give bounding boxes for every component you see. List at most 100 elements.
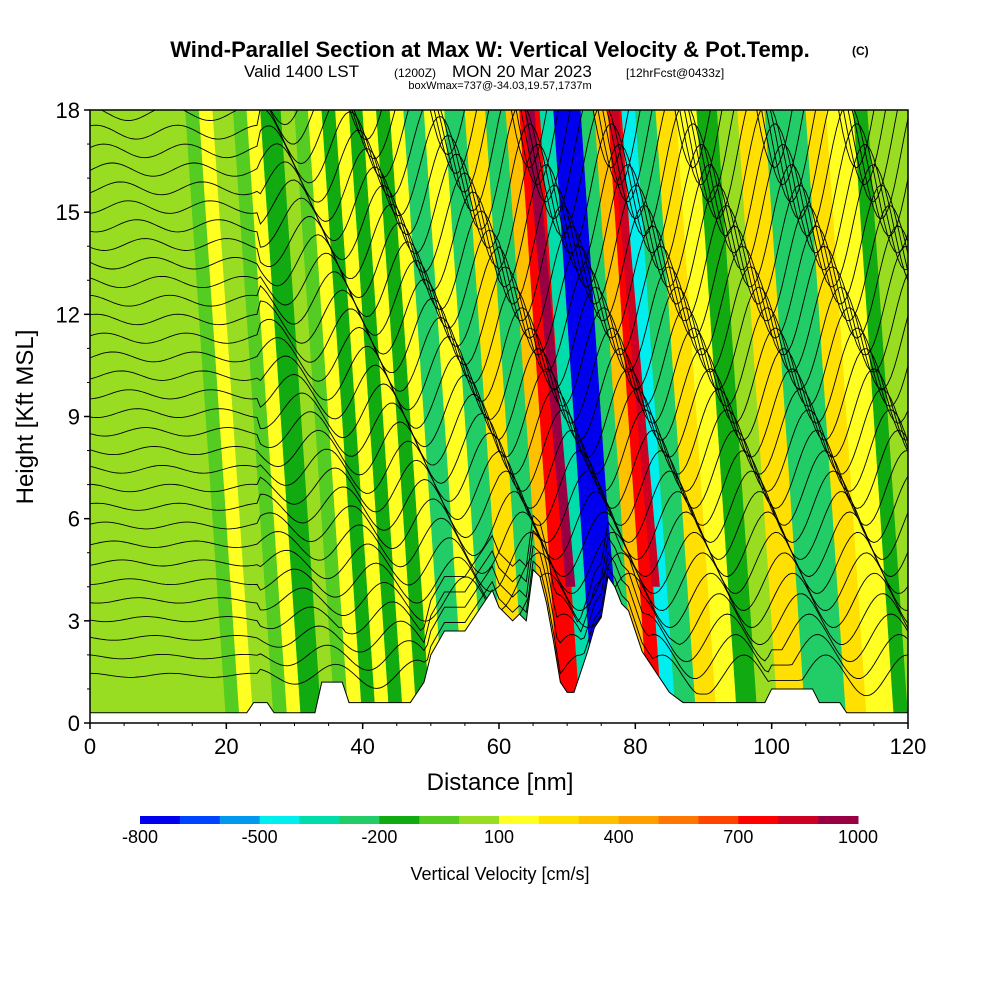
y-tick-label: 15	[56, 200, 80, 225]
colorbar-swatch	[578, 816, 620, 824]
terrain	[90, 568, 908, 723]
isentrope-26	[90, 123, 908, 254]
x-tick-label: 120	[890, 734, 927, 759]
colorbar-swatch	[379, 816, 420, 824]
colorbar-tick-label: -800	[122, 827, 158, 847]
colorbar-tick-label: 100	[484, 827, 514, 847]
subtitle-forecast: [12hrFcst@0433z]	[626, 66, 724, 80]
isentrope-1	[90, 544, 908, 680]
colorbar-swatch	[419, 816, 460, 824]
isentrope-15	[90, 348, 908, 441]
isentrope-14	[90, 368, 908, 458]
velocity-cell-10	[294, 110, 350, 723]
y-axis: 0 3 6 9 12 15 18	[56, 98, 90, 736]
x-tick-label: 0	[84, 734, 96, 759]
velocity-cell-41	[853, 110, 908, 723]
colorbar-tick-label: 400	[604, 827, 634, 847]
x-tick-label: 40	[350, 734, 374, 759]
chart-title-group: Wind-Parallel Section at Max W: Vertical…	[170, 37, 868, 92]
colorbar-swatch	[618, 816, 660, 824]
isentrope-21	[90, 225, 908, 339]
velocity-cell-12	[321, 110, 377, 723]
y-tick-label: 9	[68, 405, 80, 430]
y-tick-label: 18	[56, 98, 80, 123]
colorbar-tick-label: 1000	[838, 827, 878, 847]
colorbar-swatch	[339, 816, 380, 824]
velocity-cell-29	[607, 110, 663, 723]
isentrope-29	[90, 110, 898, 203]
velocity-cell-2	[117, 110, 227, 723]
colorbar-swatch	[778, 816, 819, 824]
chart-title: Wind-Parallel Section at Max W: Vertical…	[170, 37, 810, 62]
isentrope-0	[90, 560, 908, 697]
velocity-cell-5	[212, 110, 275, 723]
colorbar-swatch	[179, 816, 221, 824]
colorbar-swatch	[219, 816, 261, 824]
y-tick-label: 3	[68, 609, 80, 634]
colorbar-swatch	[818, 816, 859, 824]
velocity-cell-0	[90, 110, 145, 723]
colorbar-tick-label: -500	[242, 827, 278, 847]
x-tick-label: 100	[753, 734, 790, 759]
velocity-cell-13	[335, 110, 391, 723]
plot-area	[90, 110, 908, 723]
colorbar-swatch	[299, 816, 340, 824]
y-tick-label: 0	[68, 711, 80, 736]
isentrope-28	[90, 110, 908, 220]
velocity-cell-36	[737, 110, 807, 723]
subtitle-valid: Valid 1400 LST	[244, 62, 359, 81]
x-tick-label: 20	[214, 734, 238, 759]
x-tick-label: 80	[623, 734, 647, 759]
colorbar-label: Vertical Velocity [cm/s]	[410, 864, 589, 884]
isentrope-6	[90, 531, 908, 594]
isentrope-23	[90, 184, 908, 305]
colorbar-swatch	[698, 816, 739, 824]
velocity-cell-17	[389, 110, 445, 723]
isentrope-22	[90, 205, 908, 322]
isentrope-16	[90, 327, 908, 424]
chart-title-suffix: (C)	[852, 44, 869, 58]
y-tick-label: 12	[56, 302, 80, 327]
colorbar	[140, 816, 859, 824]
y-tick-label: 6	[68, 507, 80, 532]
isentrope-8	[90, 491, 908, 560]
velocity-cell-15	[362, 110, 418, 723]
y-axis-label: Height [Kft MSL]	[12, 330, 39, 505]
velocity-cell-6	[232, 110, 288, 723]
subtitle-date: MON 20 Mar 2023	[452, 62, 592, 81]
velocity-cell-7	[246, 110, 302, 723]
velocity-cell-27	[580, 110, 636, 723]
subtitle-boxwmax: boxWmax=737@-34.03,19.57,1737m	[408, 80, 591, 92]
colorbar-swatch	[658, 816, 699, 824]
velocity-core-1	[610, 110, 660, 587]
colorbar-swatch	[259, 816, 301, 824]
isentrope-30	[90, 110, 887, 186]
isentrope-13	[90, 389, 908, 475]
colorbar-swatch	[140, 816, 181, 824]
colorbar-swatch	[499, 816, 540, 824]
isentrope-7	[90, 511, 908, 578]
colorbar-tick-label: -200	[361, 827, 397, 847]
velocity-cell-1	[103, 110, 159, 723]
x-tick-label: 60	[487, 734, 511, 759]
colorbar-ticks: -800 -500 -200 100 400 700 1000	[122, 827, 878, 847]
velocity-cell-21	[464, 110, 527, 723]
velocity-cell-40	[825, 110, 895, 723]
isentrope-18	[90, 286, 908, 390]
velocity-cell-4	[198, 110, 254, 723]
isentrope-2	[90, 529, 908, 663]
colorbar-swatch	[538, 816, 580, 824]
velocity-cell-23	[505, 110, 561, 723]
isentrope-31	[90, 110, 875, 169]
velocity-cell-37	[764, 110, 827, 723]
x-axis: 0 20 40 60 80 100 120	[84, 723, 926, 759]
subtitle-utc: (1200Z)	[394, 66, 436, 80]
velocity-cell-11	[307, 110, 363, 723]
velocity-cell-9	[280, 110, 336, 723]
colorbar-swatch	[738, 816, 779, 824]
x-axis-label: Distance [nm]	[427, 769, 574, 796]
isentrope-27	[90, 110, 908, 236]
velocity-cell-33	[675, 110, 738, 723]
colorbar-swatch	[459, 816, 500, 824]
